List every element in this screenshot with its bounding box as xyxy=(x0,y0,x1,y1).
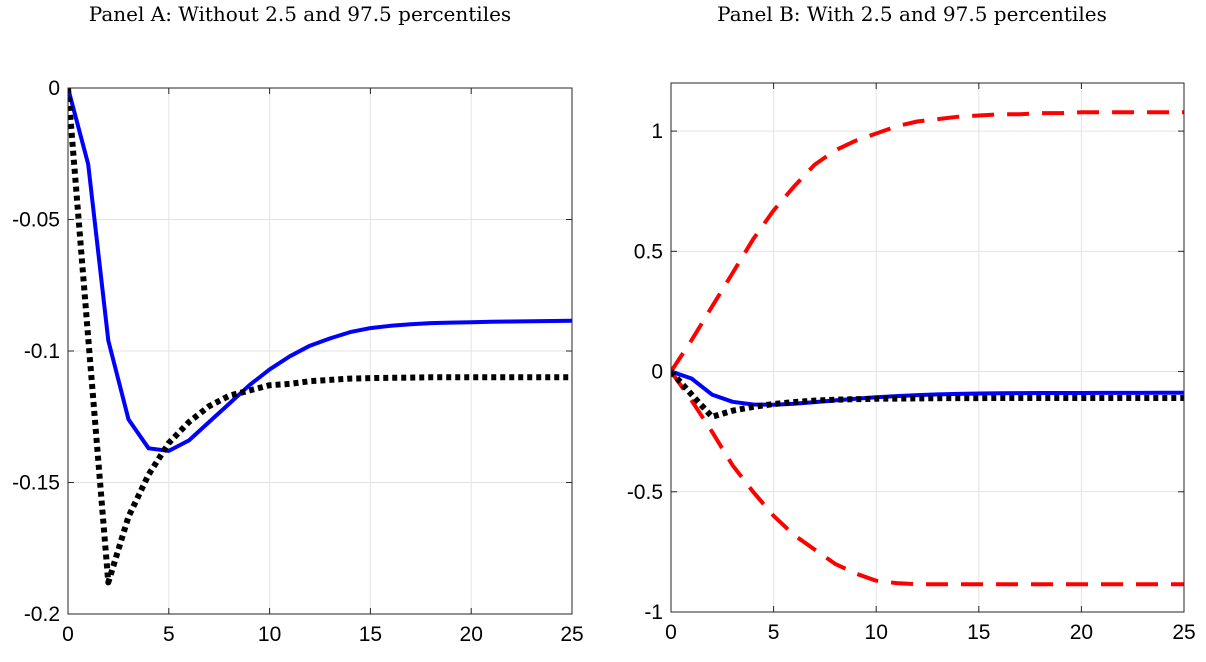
panel-b-plot-frame xyxy=(670,82,1185,613)
panel-b-y-tick-label-2: 0 xyxy=(651,361,663,384)
panel-b-series-line-1 xyxy=(671,370,1184,587)
panel-b-x-tick-label-2: 10 xyxy=(865,621,888,644)
panel-a-x-tick-label-2: 10 xyxy=(258,623,281,646)
panel-b-title: Panel B: With 2.5 and 97.5 percentiles xyxy=(717,2,1107,26)
panel-b-y-tick-label-4: -1 xyxy=(644,601,663,624)
panel-a-x-tick-label-5: 25 xyxy=(560,623,583,646)
panel-a-y-tick-label-0: 0 xyxy=(48,77,60,100)
panel-a-y-tick-label-2: -0.1 xyxy=(24,340,60,363)
panel-b-series-group xyxy=(671,110,1184,587)
panel-a-series-line-0 xyxy=(68,88,572,453)
panel-a-x-tick-label-0: 0 xyxy=(62,623,74,646)
panel-a-series-line-1 xyxy=(68,88,572,586)
panel-b-y-tick-label-3: -0.5 xyxy=(627,481,663,504)
panel-b-chart: 0 5 10 15 20 25 1 0.5 0 -0.5 -1 xyxy=(627,82,1196,644)
panel-a-title: Panel A: Without 2.5 and 97.5 percentile… xyxy=(88,2,512,26)
panel-a-x-tick-label-3: 15 xyxy=(359,623,382,646)
panel-a-y-tick-label-4: -0.2 xyxy=(24,603,60,626)
panel-a-x-tick-label-1: 5 xyxy=(163,623,175,646)
panel-a-y-tick-label-3: -0.15 xyxy=(12,472,60,495)
panel-b-y-tick-label-0: 1 xyxy=(651,120,663,143)
panel-b-series-line-2 xyxy=(671,369,1184,407)
panel-b-series-line-0 xyxy=(671,110,1184,373)
panel-b-x-tick-label-5: 25 xyxy=(1172,621,1195,644)
panel-b-y-tick-label-1: 0.5 xyxy=(634,240,663,263)
panel-b-x-tick-label-4: 20 xyxy=(1070,621,1093,644)
panel-a-x-tick-label-4: 20 xyxy=(460,623,483,646)
panel-b-x-tick-label-1: 5 xyxy=(768,621,780,644)
panel-a-chart: 0 5 10 15 20 25 0 -0.05 -0.1 -0.15 -0.2 xyxy=(12,77,584,646)
panel-a-series-group xyxy=(68,88,572,586)
panel-a-y-tick-label-1: -0.05 xyxy=(12,209,60,232)
panel-b-x-tick-label-0: 0 xyxy=(665,621,677,644)
panel-b-x-tick-label-3: 15 xyxy=(967,621,990,644)
